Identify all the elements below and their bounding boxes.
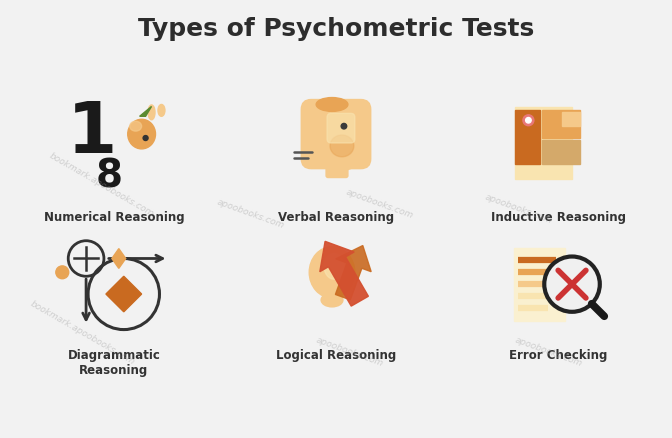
FancyBboxPatch shape bbox=[327, 114, 355, 144]
Text: apoobooks.com: apoobooks.com bbox=[315, 335, 385, 368]
Polygon shape bbox=[106, 277, 142, 312]
Text: Error Checking: Error Checking bbox=[509, 349, 607, 361]
Text: Types of Psychometric Tests: Types of Psychometric Tests bbox=[138, 18, 534, 41]
Bar bbox=[562, 113, 580, 127]
Circle shape bbox=[526, 118, 531, 124]
Text: apoobooks.com: apoobooks.com bbox=[484, 192, 554, 225]
Polygon shape bbox=[140, 107, 152, 117]
Ellipse shape bbox=[324, 254, 344, 279]
Ellipse shape bbox=[330, 136, 354, 157]
Ellipse shape bbox=[313, 100, 359, 130]
FancyBboxPatch shape bbox=[326, 156, 348, 178]
FancyBboxPatch shape bbox=[301, 100, 371, 169]
Circle shape bbox=[341, 124, 347, 130]
Text: Diagrammatic
Reasoning: Diagrammatic Reasoning bbox=[67, 349, 161, 377]
Ellipse shape bbox=[326, 153, 356, 171]
Text: Inductive Reasoning: Inductive Reasoning bbox=[491, 211, 626, 223]
Text: Verbal Reasoning: Verbal Reasoning bbox=[278, 211, 394, 223]
Ellipse shape bbox=[321, 293, 343, 307]
Text: Numerical Reasoning: Numerical Reasoning bbox=[44, 211, 184, 223]
Ellipse shape bbox=[130, 122, 142, 132]
Ellipse shape bbox=[128, 120, 155, 149]
Text: Logical Reasoning: Logical Reasoning bbox=[276, 349, 396, 361]
Ellipse shape bbox=[316, 98, 348, 112]
Text: bookmark.apoobooks.com: bookmark.apoobooks.com bbox=[28, 298, 136, 365]
Circle shape bbox=[544, 257, 600, 312]
Text: 8: 8 bbox=[95, 157, 122, 195]
Ellipse shape bbox=[158, 105, 165, 117]
Circle shape bbox=[56, 266, 69, 279]
Polygon shape bbox=[335, 246, 371, 300]
Ellipse shape bbox=[356, 130, 366, 144]
Bar bbox=[515, 108, 572, 179]
Bar bbox=[515, 111, 540, 164]
Text: 1: 1 bbox=[67, 99, 117, 167]
FancyBboxPatch shape bbox=[513, 248, 565, 321]
Circle shape bbox=[143, 136, 148, 141]
Ellipse shape bbox=[309, 247, 355, 298]
Text: bookmark.apoobooks.com: bookmark.apoobooks.com bbox=[48, 150, 156, 218]
Polygon shape bbox=[112, 249, 126, 269]
Ellipse shape bbox=[148, 106, 155, 120]
Text: apoobooks.com: apoobooks.com bbox=[513, 335, 583, 368]
Polygon shape bbox=[320, 242, 368, 307]
Circle shape bbox=[523, 116, 534, 127]
Bar bbox=[542, 111, 580, 139]
Text: apoobooks.com: apoobooks.com bbox=[216, 197, 286, 230]
Text: apoobooks.com: apoobooks.com bbox=[345, 187, 415, 220]
Bar bbox=[542, 141, 580, 164]
